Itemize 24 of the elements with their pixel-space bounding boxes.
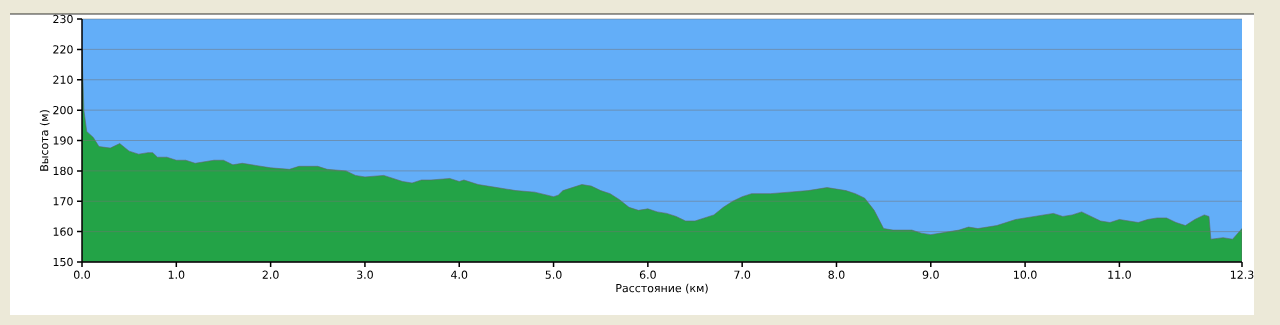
x-tick-label: 9.0 <box>922 270 939 279</box>
x-tick-label: 3.0 <box>357 270 373 279</box>
y-tick-label: 220 <box>53 45 73 54</box>
x-tick-label: 5.0 <box>545 270 562 279</box>
x-tick-label: 8.0 <box>828 270 845 279</box>
x-tick-label: 11.0 <box>1108 270 1131 279</box>
x-tick-label: 2.0 <box>262 270 279 279</box>
x-tick-label: 0.0 <box>73 270 91 279</box>
x-tick-label: 1.0 <box>168 270 185 279</box>
y-axis-title: Высота (м) <box>39 110 50 171</box>
x-tick-label: 12.3 <box>1230 270 1254 279</box>
y-tick-label: 190 <box>53 136 73 145</box>
y-tick-label: 210 <box>53 75 73 84</box>
x-tick-label: 6.0 <box>639 270 656 279</box>
x-axis-title: Расстояние (км) <box>616 283 708 294</box>
y-tick-label: 180 <box>53 166 73 176</box>
x-tick-label: 7.0 <box>734 270 751 279</box>
y-tick-label: 160 <box>53 227 73 236</box>
y-tick-label: 150 <box>53 257 73 267</box>
y-tick-label: 230 <box>53 14 73 24</box>
y-tick-label: 200 <box>53 105 73 115</box>
x-tick-label: 10.0 <box>1014 270 1037 279</box>
y-tick-label: 170 <box>53 197 73 206</box>
x-tick-label: 4.0 <box>451 270 468 279</box>
